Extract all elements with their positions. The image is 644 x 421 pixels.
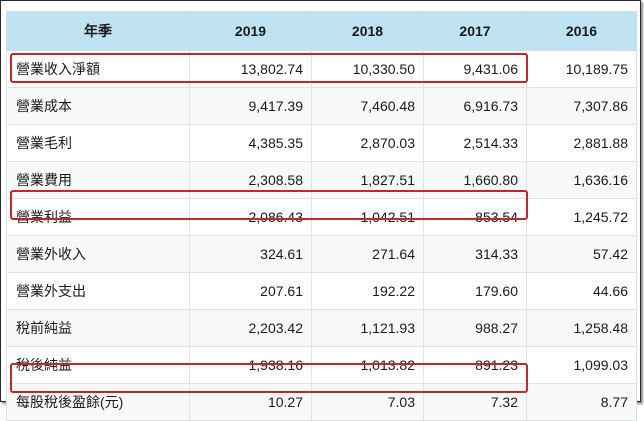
table-cell: 9,417.39 xyxy=(189,87,312,125)
header-year-2017: 2017 xyxy=(423,11,527,51)
table-cell: 7.03 xyxy=(311,383,424,421)
table-cell: 1,636.16 xyxy=(526,161,637,199)
table-cell: 853.54 xyxy=(423,198,527,236)
table-cell: 4,385.35 xyxy=(189,124,312,162)
header-year-2016: 2016 xyxy=(526,11,637,51)
table-cell: 9,431.06 xyxy=(423,50,527,88)
table-row: 營業外支出 207.61 192.22 179.60 44.66 xyxy=(6,272,637,310)
table-cell: 271.64 xyxy=(311,235,424,273)
table-row: 營業外收入 324.61 271.64 314.33 57.42 xyxy=(6,235,637,273)
table-cell: 1,013.82 xyxy=(311,346,424,384)
table-cell: 1,245.72 xyxy=(526,198,637,236)
table-cell: 7.32 xyxy=(423,383,527,421)
table-cell: 2,203.42 xyxy=(189,309,312,347)
table-cell: 1,258.48 xyxy=(526,309,637,347)
table-cell: 13,802.74 xyxy=(189,50,312,88)
table-cell: 1,827.51 xyxy=(311,161,424,199)
financial-table: 年季 2019 2018 2017 2016 營業收入淨額 13,802.74 … xyxy=(6,11,637,421)
table-cell: 1,099.03 xyxy=(526,346,637,384)
table-cell: 2,308.58 xyxy=(189,161,312,199)
row-label: 每股稅後盈餘(元) xyxy=(6,383,190,421)
table-row: 營業成本 9,417.39 7,460.48 6,916.73 7,307.86 xyxy=(6,87,637,125)
row-label: 營業費用 xyxy=(6,161,190,199)
table-cell: 1,042.51 xyxy=(311,198,424,236)
table-cell: 57.42 xyxy=(526,235,637,273)
table-cell: 207.61 xyxy=(189,272,312,310)
row-label: 營業收入淨額 xyxy=(6,50,190,88)
table-cell: 192.22 xyxy=(311,272,424,310)
table-cell: 891.23 xyxy=(423,346,527,384)
table-cell: 44.66 xyxy=(526,272,637,310)
header-year-2018: 2018 xyxy=(311,11,424,51)
table-cell: 1,938.16 xyxy=(189,346,312,384)
row-label: 營業外支出 xyxy=(6,272,190,310)
table-row: 營業毛利 4,385.35 2,870.03 2,514.33 2,881.88 xyxy=(6,124,637,162)
table-cell: 7,460.48 xyxy=(311,87,424,125)
row-label: 營業外收入 xyxy=(6,235,190,273)
table-cell: 988.27 xyxy=(423,309,527,347)
table-cell: 2,870.03 xyxy=(311,124,424,162)
table-cell: 8.77 xyxy=(526,383,637,421)
table-row: 營業費用 2,308.58 1,827.51 1,660.80 1,636.16 xyxy=(6,161,637,199)
table-cell: 1,660.80 xyxy=(423,161,527,199)
header-row: 年季 2019 2018 2017 2016 xyxy=(6,11,637,51)
table-row: 營業收入淨額 13,802.74 10,330.50 9,431.06 10,1… xyxy=(6,50,637,88)
table-cell: 2,086.43 xyxy=(189,198,312,236)
row-label: 營業利益 xyxy=(6,198,190,236)
table-row: 稅前純益 2,203.42 1,121.93 988.27 1,258.48 xyxy=(6,309,637,347)
table-cell: 2,514.33 xyxy=(423,124,527,162)
table-cell: 10,189.75 xyxy=(526,50,637,88)
table-cell: 10,330.50 xyxy=(311,50,424,88)
table-cell: 1,121.93 xyxy=(311,309,424,347)
table-cell: 314.33 xyxy=(423,235,527,273)
table-cell: 10.27 xyxy=(189,383,312,421)
row-label: 營業毛利 xyxy=(6,124,190,162)
table-row: 每股稅後盈餘(元) 10.27 7.03 7.32 8.77 xyxy=(6,383,637,421)
header-period: 年季 xyxy=(6,11,190,51)
table-cell: 179.60 xyxy=(423,272,527,310)
row-label: 稅前純益 xyxy=(6,309,190,347)
table-cell: 324.61 xyxy=(189,235,312,273)
table-cell: 6,916.73 xyxy=(423,87,527,125)
row-label: 稅後純益 xyxy=(6,346,190,384)
table-cell: 7,307.86 xyxy=(526,87,637,125)
row-label: 營業成本 xyxy=(6,87,190,125)
header-year-2019: 2019 xyxy=(189,11,312,51)
table-cell: 2,881.88 xyxy=(526,124,637,162)
table-row: 營業利益 2,086.43 1,042.51 853.54 1,245.72 xyxy=(6,198,637,236)
table-row: 稅後純益 1,938.16 1,013.82 891.23 1,099.03 xyxy=(6,346,637,384)
